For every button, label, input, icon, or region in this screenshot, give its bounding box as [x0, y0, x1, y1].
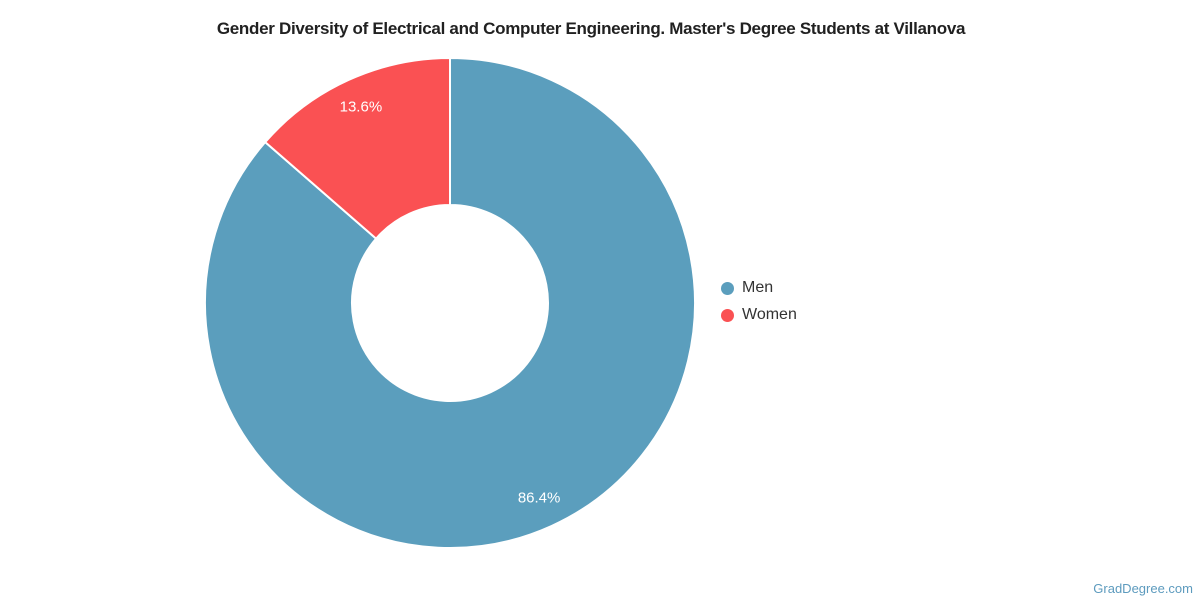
legend: Men Women — [721, 277, 797, 326]
pie-slice-men[interactable] — [204, 57, 696, 549]
watermark-link[interactable]: GradDegree.com — [1093, 581, 1193, 596]
legend-label-women: Women — [742, 306, 797, 323]
legend-item-women[interactable]: Women — [721, 304, 797, 326]
legend-marker-men-icon — [721, 281, 734, 295]
legend-label-men: Men — [742, 279, 774, 296]
legend-item-men[interactable]: Men — [721, 277, 797, 299]
chart-title: Gender Diversity of Electrical and Compu… — [216, 19, 966, 38]
legend-marker-women-icon — [721, 308, 734, 322]
pie-slice-women[interactable] — [264, 57, 451, 240]
